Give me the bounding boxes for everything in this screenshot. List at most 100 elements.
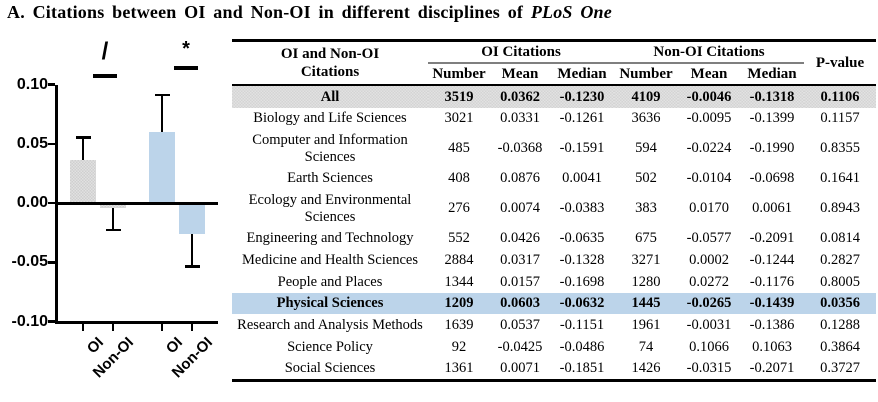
header-non-oi-citations: Non-OI Citations xyxy=(614,40,804,64)
oi-number-cell: 1209 xyxy=(428,292,490,315)
table-row: Research and Analysis Methods 1639 0.053… xyxy=(232,314,876,336)
oi-median-cell: -0.1851 xyxy=(559,360,605,377)
y-tick xyxy=(48,201,55,205)
non-oi-number-cell: 1445 xyxy=(614,292,678,315)
figure-title: A. Citations between OI and Non-OI in di… xyxy=(7,2,612,23)
subheader-oi-number: Number xyxy=(428,63,490,86)
non-oi-mean-cell: -0.0031 xyxy=(686,316,732,333)
non-oi-median-cell: -0.1244 xyxy=(749,251,795,268)
y-tick xyxy=(48,83,55,86)
p-value-cell: 0.8355 xyxy=(820,140,860,157)
non-oi-median-cell: -0.0698 xyxy=(749,170,795,187)
x-tick xyxy=(190,323,194,331)
table-header-row: OI and Non-OI Citations OI Citations Non-… xyxy=(232,40,876,86)
oi-mean-cell: 0.0537 xyxy=(500,316,540,333)
non-oi-median-cell: -0.1176 xyxy=(749,273,795,290)
discipline-name: Engineering and Technology xyxy=(246,230,414,247)
oi-median-cell: -0.0486 xyxy=(559,338,605,355)
non-oi-number-cell: 1280 xyxy=(631,273,661,290)
error-bar-all-oi xyxy=(81,137,85,161)
non-oi-mean-cell: -0.0315 xyxy=(686,360,732,377)
subheader-non-mean: Mean xyxy=(678,63,740,86)
p-value-cell: 0.3727 xyxy=(820,360,860,377)
oi-mean-cell: 0.0074 xyxy=(500,200,540,217)
oi-median-cell: -0.1591 xyxy=(559,140,605,157)
non-oi-number-cell: 4109 xyxy=(614,85,678,108)
error-bar-physical-sciences-non-oi xyxy=(190,234,194,267)
oi-mean-cell: 0.0317 xyxy=(500,251,540,268)
header-oi-citations: OI Citations xyxy=(428,40,614,64)
bar-all-oi xyxy=(70,160,96,203)
p-value-cell: 0.8943 xyxy=(820,200,860,217)
oi-number-cell: 1344 xyxy=(444,273,474,290)
subheader-oi-mean: Mean xyxy=(490,63,550,86)
discipline-name: Social Sciences xyxy=(284,360,376,377)
subheader-non-number: Number xyxy=(614,63,678,86)
oi-mean-cell: 0.0876 xyxy=(500,170,540,187)
non-oi-number-cell: 502 xyxy=(635,170,657,187)
non-oi-median-cell: -0.1439 xyxy=(740,292,804,315)
p-value-cell: 0.0356 xyxy=(804,292,876,315)
discipline-name: Computer and Information Sciences xyxy=(252,131,408,165)
discipline-name: Medicine and Health Sciences xyxy=(242,251,418,268)
header-p-value: P-value xyxy=(804,40,876,86)
oi-number-cell: 552 xyxy=(448,230,470,247)
error-cap-all-oi xyxy=(75,136,91,139)
non-oi-mean-cell: -0.0046 xyxy=(678,85,740,108)
oi-mean-cell: 0.0331 xyxy=(500,110,540,127)
header-citations-col: OI and Non-OI Citations xyxy=(232,40,428,86)
p-value-cell: 0.1106 xyxy=(804,85,876,108)
table-row: Computer and Information Sciences 485 -0… xyxy=(232,129,876,167)
y-tick-label: -0.05 xyxy=(11,253,48,271)
p-value-cell: 0.2827 xyxy=(820,251,860,268)
oi-number-cell: 408 xyxy=(448,170,470,187)
p-value-cell: 0.1288 xyxy=(820,316,860,333)
discipline-name: People and Places xyxy=(277,273,383,290)
non-oi-median-cell: -0.2091 xyxy=(749,230,795,247)
subheader-non-median: Median xyxy=(740,63,804,86)
oi-median-cell: -0.0635 xyxy=(559,230,605,247)
x-tick xyxy=(160,323,164,331)
non-oi-number-cell: 675 xyxy=(635,230,657,247)
error-cap-all-non-oi xyxy=(105,228,121,232)
y-tick-label: 0.05 xyxy=(16,134,48,152)
discipline-name: Physical Sciences xyxy=(232,292,428,315)
y-tick-label: 0.00 xyxy=(16,194,48,211)
oi-median-cell: 0.0041 xyxy=(562,170,602,187)
discipline-name: Science Policy xyxy=(287,338,373,355)
table-row: Engineering and Technology 552 0.0426 -0… xyxy=(232,228,876,250)
non-oi-number-cell: 74 xyxy=(638,338,654,355)
table-row: Medicine and Health Sciences 2884 0.0317… xyxy=(232,249,876,271)
oi-median-cell: -0.0632 xyxy=(550,292,614,315)
oi-number-cell: 485 xyxy=(448,140,470,157)
x-tick xyxy=(111,323,115,331)
significance-symbol: / xyxy=(101,38,109,65)
table-row: Social Sciences 1361 0.0071 -0.1851 1426… xyxy=(232,358,876,381)
non-oi-median-cell: -0.1386 xyxy=(749,316,795,333)
oi-mean-cell: 0.0603 xyxy=(490,292,550,315)
y-tick-label: -0.10 xyxy=(11,312,48,330)
zero-line xyxy=(55,201,218,205)
oi-number-cell: 2884 xyxy=(444,251,474,268)
table-subheader-row: Number Mean Median Number Mean Median xyxy=(232,63,876,86)
discipline-name: Earth Sciences xyxy=(287,170,373,187)
p-value-cell: 0.0814 xyxy=(820,230,860,247)
y-tick xyxy=(48,261,55,264)
oi-mean-cell: -0.0425 xyxy=(497,338,543,355)
oi-mean-cell: -0.0368 xyxy=(497,140,543,157)
error-cap-physical-sciences-non-oi xyxy=(184,265,200,268)
non-oi-mean-cell: -0.0577 xyxy=(686,230,732,247)
error-cap-physical-sciences-oi xyxy=(154,93,170,97)
oi-median-cell: -0.1230 xyxy=(550,85,614,108)
table-row: Biology and Life Sciences 3021 0.0331 -0… xyxy=(232,108,876,130)
non-oi-mean-cell: 0.0002 xyxy=(689,251,729,268)
non-oi-number-cell: 1426 xyxy=(631,360,661,377)
non-oi-mean-cell: 0.0272 xyxy=(689,273,729,290)
p-value-cell: 0.8005 xyxy=(820,273,860,290)
table-row: People and Places 1344 0.0157 -0.1698 12… xyxy=(232,271,876,293)
figure-title-journal: PLoS One xyxy=(530,2,612,22)
oi-number-cell: 3519 xyxy=(428,85,490,108)
non-oi-mean-cell: 0.1066 xyxy=(689,338,729,355)
error-bar-physical-sciences-oi xyxy=(160,94,164,132)
bar-physical-sciences-non-oi xyxy=(179,203,205,235)
